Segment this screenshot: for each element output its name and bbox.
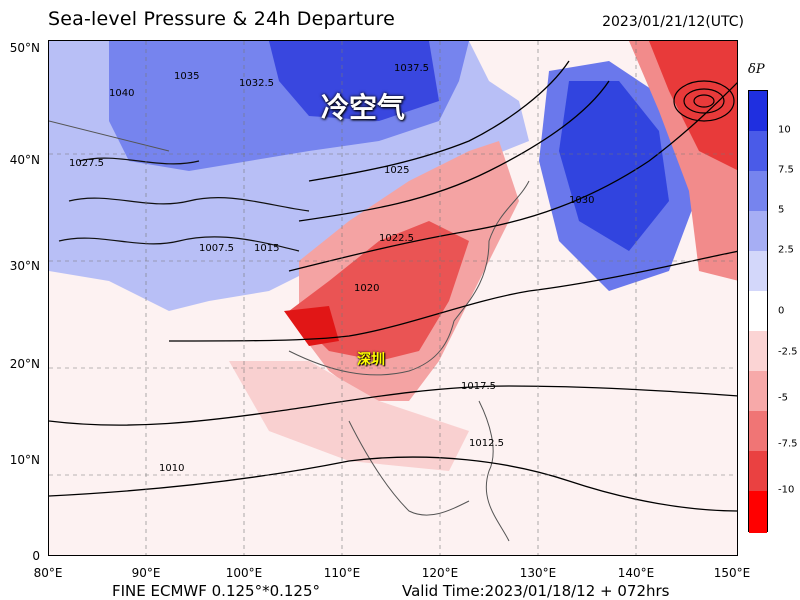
colorbar-tick: 7.5 xyxy=(778,164,794,176)
isobar-label: 1012.5 xyxy=(469,438,504,449)
colorbar-tick: 2.5 xyxy=(778,244,794,256)
valid-datetime: 2023/01/21/12(UTC) xyxy=(602,14,744,30)
colorbar-segment xyxy=(749,331,767,371)
colorbar-segment xyxy=(749,491,767,533)
colorbar-tick: -10 xyxy=(778,484,795,496)
colorbar-segment xyxy=(749,291,767,331)
lon-label: 90°E xyxy=(131,566,161,580)
colorbar-tick: 5 xyxy=(778,204,785,216)
isobar-label: 1010 xyxy=(159,463,184,474)
colorbar-segment xyxy=(749,371,767,411)
valid-time-label: Valid Time:2023/01/18/12 + 072hrs xyxy=(402,582,670,600)
lon-label: 80°E xyxy=(33,566,63,580)
pressure-map: 1040 1035 1032.5 1030 1027.5 1025 1022.5… xyxy=(48,40,738,556)
colorbar-tick: -7.5 xyxy=(778,438,798,450)
isobar-label: 1017.5 xyxy=(461,381,496,392)
colorbar-segment xyxy=(749,251,767,291)
negative-core-yunnan xyxy=(284,306,339,346)
colorbar-tick: 0 xyxy=(778,305,785,317)
colorbar-segment xyxy=(749,91,767,131)
lat-label: 0 xyxy=(32,549,40,563)
terrain-contours xyxy=(58,157,310,252)
city-label: 深圳 xyxy=(357,352,385,368)
isobar-label: 1025 xyxy=(384,165,409,176)
colorbar-segment xyxy=(749,411,767,451)
lon-label: 140°E xyxy=(617,566,655,580)
isobar-label: 1020 xyxy=(354,283,379,294)
colorbar-title: δP xyxy=(748,62,765,77)
isobar-label: 1007.5 xyxy=(199,243,234,254)
lon-label: 110°E xyxy=(323,566,361,580)
isobar-label: 1015 xyxy=(254,243,279,254)
colorbar xyxy=(748,90,768,533)
weak-negative-south xyxy=(229,361,469,471)
model-label: FINE ECMWF 0.125°*0.125° xyxy=(112,582,321,600)
lat-label: 50°N xyxy=(9,41,40,55)
isobar-label: 1032.5 xyxy=(239,78,274,89)
cold-air-label: 冷空气 xyxy=(321,91,406,124)
lat-label: 10°N xyxy=(9,453,40,467)
isobar-label: 1037.5 xyxy=(394,63,429,74)
colorbar-tick: -5 xyxy=(778,392,788,404)
colorbar-segment xyxy=(749,131,767,171)
colorbar-tick: -2.5 xyxy=(778,346,798,358)
isobar-labels: 1040 1035 1032.5 1030 1027.5 1025 1022.5… xyxy=(69,63,594,474)
isobar-label: 1035 xyxy=(174,71,199,82)
isobar-label: 1022.5 xyxy=(379,233,414,244)
map-canvas: 1040 1035 1032.5 1030 1027.5 1025 1022.5… xyxy=(49,41,737,555)
lat-label: 30°N xyxy=(9,259,40,273)
ne-low-center xyxy=(673,80,735,122)
lon-label: 150°E xyxy=(713,566,751,580)
lon-label: 100°E xyxy=(225,566,263,580)
isobar-label: 1040 xyxy=(109,88,134,99)
isobar-label: 1030 xyxy=(569,195,594,206)
lon-label: 120°E xyxy=(421,566,459,580)
map-title: Sea-level Pressure & 24h Departure xyxy=(48,8,395,30)
negative-core-ne xyxy=(649,41,737,170)
colorbar-tick: 10 xyxy=(778,124,791,136)
isobars xyxy=(49,60,737,512)
positive-core-north xyxy=(269,41,439,121)
isobar-label: 1027.5 xyxy=(69,158,104,169)
colorbar-segment xyxy=(749,171,767,211)
coastline xyxy=(49,120,530,542)
positive-core-east xyxy=(559,81,669,251)
lat-label: 40°N xyxy=(9,153,40,167)
lat-label: 20°N xyxy=(9,357,40,371)
grid-lines xyxy=(49,41,737,555)
colorbar-segment xyxy=(749,211,767,251)
lon-label: 130°E xyxy=(519,566,557,580)
colorbar-segment xyxy=(749,451,767,491)
